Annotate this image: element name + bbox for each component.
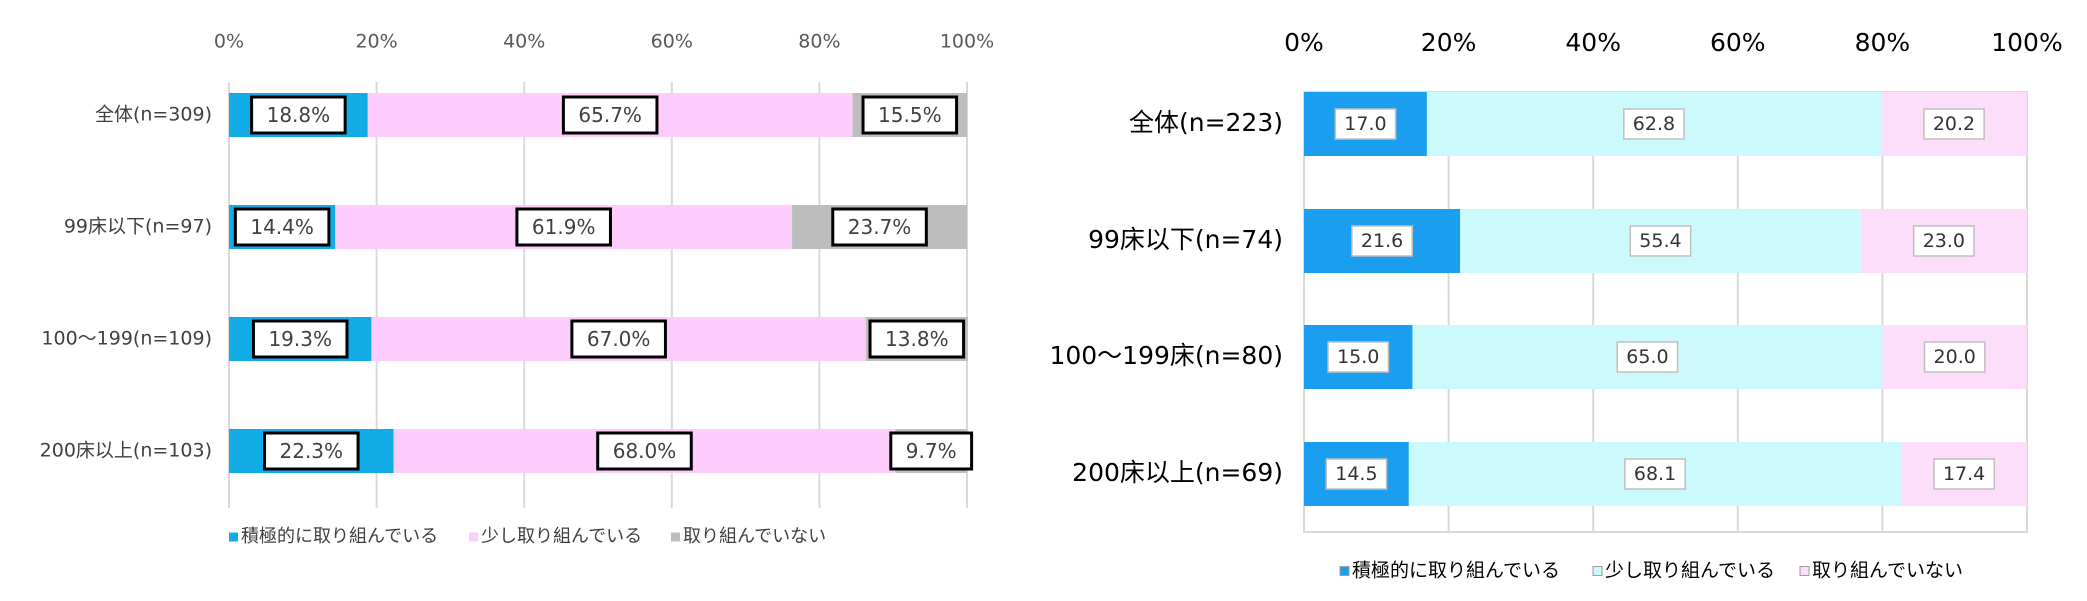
data-label-box bbox=[1325, 458, 1388, 490]
data-label-box bbox=[1923, 341, 1986, 373]
data-label: 67.0% bbox=[587, 327, 651, 351]
category-label: 99床以下(n=74) bbox=[1088, 225, 1283, 254]
x-tick-label: 60% bbox=[1710, 28, 1766, 57]
data-label-box bbox=[561, 95, 659, 135]
category-label: 200床以上(n=69) bbox=[1072, 458, 1283, 487]
data-label: 15.5% bbox=[878, 103, 942, 127]
category-label: 100～199床(n=80) bbox=[1049, 341, 1283, 370]
x-tick-label: 0% bbox=[214, 31, 244, 53]
data-label-box bbox=[233, 207, 331, 247]
data-label: 68.1 bbox=[1634, 463, 1676, 485]
legend-swatch bbox=[1799, 566, 1810, 576]
legend-swatch bbox=[1592, 566, 1603, 576]
left-stacked-bar-chart: 0% 20% 40% 60% 80% 100% 全体(n=309) 99床以下(n=97) 10… bbox=[40, 31, 994, 548]
data-label: 14.5 bbox=[1335, 463, 1377, 485]
x-tick-label: 60% bbox=[651, 31, 693, 53]
data-label-box bbox=[1923, 108, 1985, 140]
data-label: 61.9% bbox=[532, 215, 596, 239]
data-label-box bbox=[1912, 225, 1975, 257]
x-tick-label: 100% bbox=[1991, 28, 2062, 57]
data-label-box bbox=[1616, 341, 1679, 373]
category-label: 100～199(n=109) bbox=[41, 328, 212, 350]
data-label: 20.2 bbox=[1933, 113, 1975, 135]
data-label: 68.0% bbox=[613, 439, 677, 463]
category-label: 99床以下(n=97) bbox=[64, 216, 212, 238]
data-label: 9.7% bbox=[906, 439, 957, 463]
data-label: 21.6 bbox=[1361, 230, 1403, 252]
data-label-box bbox=[596, 431, 693, 471]
legend-label: 取り組んでいない bbox=[1812, 560, 1963, 582]
category-label: 全体(n=223) bbox=[1129, 108, 1283, 137]
legend-label: 少し取り組んでいる bbox=[481, 526, 642, 547]
category-label: 200床以上(n=103) bbox=[40, 440, 212, 462]
data-label-box bbox=[263, 431, 360, 471]
legend-swatch bbox=[671, 532, 680, 542]
data-label: 23.0 bbox=[1923, 230, 1965, 252]
data-label-box bbox=[1623, 108, 1685, 140]
x-tick-label: 40% bbox=[1565, 28, 1621, 57]
legend-label: 取り組んでいない bbox=[683, 526, 826, 547]
data-label: 23.7% bbox=[848, 215, 912, 239]
data-label-box bbox=[1933, 458, 1996, 490]
data-label: 55.4 bbox=[1639, 230, 1681, 252]
x-tick-label: 20% bbox=[1421, 28, 1477, 57]
right-stacked-bar-chart: 0% 20% 40% 60% 80% 100% 全体(n=223) 99床以下(n=74) 10… bbox=[1049, 28, 2062, 582]
data-label: 19.3% bbox=[268, 327, 332, 351]
x-tick-label: 100% bbox=[940, 31, 994, 53]
data-label: 62.8 bbox=[1633, 113, 1675, 135]
x-tick-label: 80% bbox=[798, 31, 840, 53]
data-label-box bbox=[250, 95, 347, 135]
legend-label: 積極的に取り組んでいる bbox=[241, 526, 438, 547]
data-label: 22.3% bbox=[280, 439, 344, 463]
data-label: 15.0 bbox=[1337, 346, 1379, 368]
legend-label: 積極的に取り組んでいる bbox=[1352, 560, 1560, 582]
legend-swatch bbox=[1339, 566, 1350, 576]
data-label-box bbox=[861, 95, 959, 135]
data-label-box bbox=[1334, 108, 1397, 140]
data-label: 20.0 bbox=[1934, 346, 1976, 368]
data-label-box bbox=[831, 207, 928, 247]
x-tick-label: 20% bbox=[355, 31, 397, 53]
data-label-box bbox=[1629, 225, 1692, 257]
legend-swatch bbox=[469, 532, 478, 542]
x-tick-label: 0% bbox=[1284, 28, 1324, 57]
data-label: 65.7% bbox=[578, 103, 642, 127]
data-label-box bbox=[251, 319, 349, 359]
data-label: 17.4 bbox=[1943, 463, 1985, 485]
legend-label: 少し取り組んでいる bbox=[1605, 560, 1775, 582]
data-label-box bbox=[1624, 458, 1686, 490]
category-label: 全体(n=309) bbox=[95, 104, 212, 126]
data-label-box bbox=[515, 207, 612, 247]
data-label: 14.4% bbox=[250, 215, 314, 239]
x-tick-label: 80% bbox=[1855, 28, 1911, 57]
legend-swatch bbox=[229, 532, 238, 542]
x-tick-label: 40% bbox=[503, 31, 545, 53]
data-label-box bbox=[1327, 341, 1390, 373]
data-label-box bbox=[570, 319, 667, 359]
data-label: 13.8% bbox=[885, 327, 949, 351]
data-label: 17.0 bbox=[1344, 113, 1386, 135]
data-label: 18.8% bbox=[267, 103, 331, 127]
data-label-box bbox=[889, 431, 974, 471]
data-label: 65.0 bbox=[1626, 346, 1668, 368]
data-label-box bbox=[1351, 225, 1413, 257]
data-label-box bbox=[868, 319, 966, 359]
